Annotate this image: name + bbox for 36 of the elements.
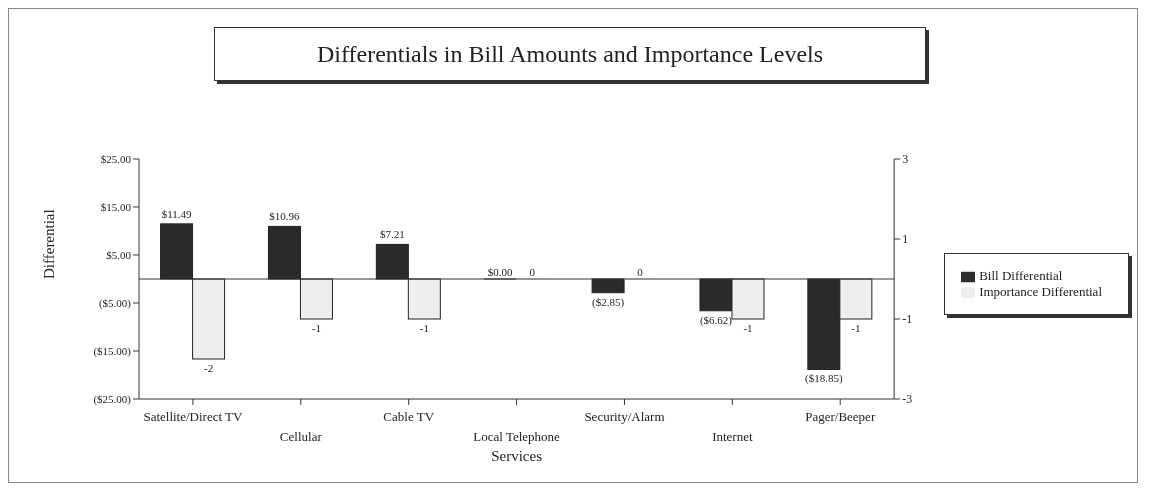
x-tick-label: Local Telephone bbox=[473, 429, 561, 444]
x-axis-title: Services bbox=[491, 448, 543, 464]
data-label: 0 bbox=[529, 266, 536, 278]
x-tick-label: Cable TV bbox=[383, 409, 435, 424]
data-label: 0 bbox=[637, 266, 644, 278]
x-tick-label: Satellite/Direct TV bbox=[143, 409, 244, 424]
chart-title: Differentials in Bill Amounts and Importance Levels bbox=[214, 27, 926, 81]
data-label: ($2.85) bbox=[592, 295, 625, 309]
y-tick-label: $25.00 bbox=[100, 152, 132, 165]
y-tick-label: ($25.00) bbox=[93, 392, 132, 406]
y-tick-label: $15.00 bbox=[100, 200, 132, 213]
data-label: -1 bbox=[419, 322, 429, 334]
data-label: -1 bbox=[311, 322, 322, 334]
x-tick-label: Cellular bbox=[279, 429, 323, 444]
legend-label: Importance Differential bbox=[979, 284, 1102, 299]
data-label: ($6.62) bbox=[699, 313, 733, 327]
y-tick-label: ($15.00) bbox=[93, 344, 132, 358]
y2-tick-label: -3 bbox=[902, 392, 913, 407]
data-label: -1 bbox=[743, 322, 753, 334]
data-label: $10.96 bbox=[269, 210, 301, 223]
data-label: $0.00 bbox=[487, 266, 514, 278]
data-label: -2 bbox=[203, 362, 214, 374]
x-tick-label: Pager/Beeper bbox=[805, 409, 876, 424]
data-label: $11.49 bbox=[161, 207, 192, 220]
y2-tick-label: -1 bbox=[902, 312, 913, 327]
y-axis-title: Differential bbox=[41, 209, 58, 279]
data-label: $7.21 bbox=[379, 228, 405, 241]
y-tick-label: $5.00 bbox=[106, 248, 132, 261]
y2-tick-label: 1 bbox=[902, 232, 909, 247]
data-label: -1 bbox=[851, 322, 861, 334]
y2-tick-label: 3 bbox=[902, 152, 909, 167]
y-tick-label: ($5.00) bbox=[98, 296, 132, 310]
x-tick-label: Internet bbox=[712, 429, 753, 444]
x-tick-label: Security/Alarm bbox=[584, 409, 665, 424]
legend-label: Bill Differential bbox=[979, 267, 1063, 283]
data-label: ($18.85) bbox=[805, 372, 843, 386]
